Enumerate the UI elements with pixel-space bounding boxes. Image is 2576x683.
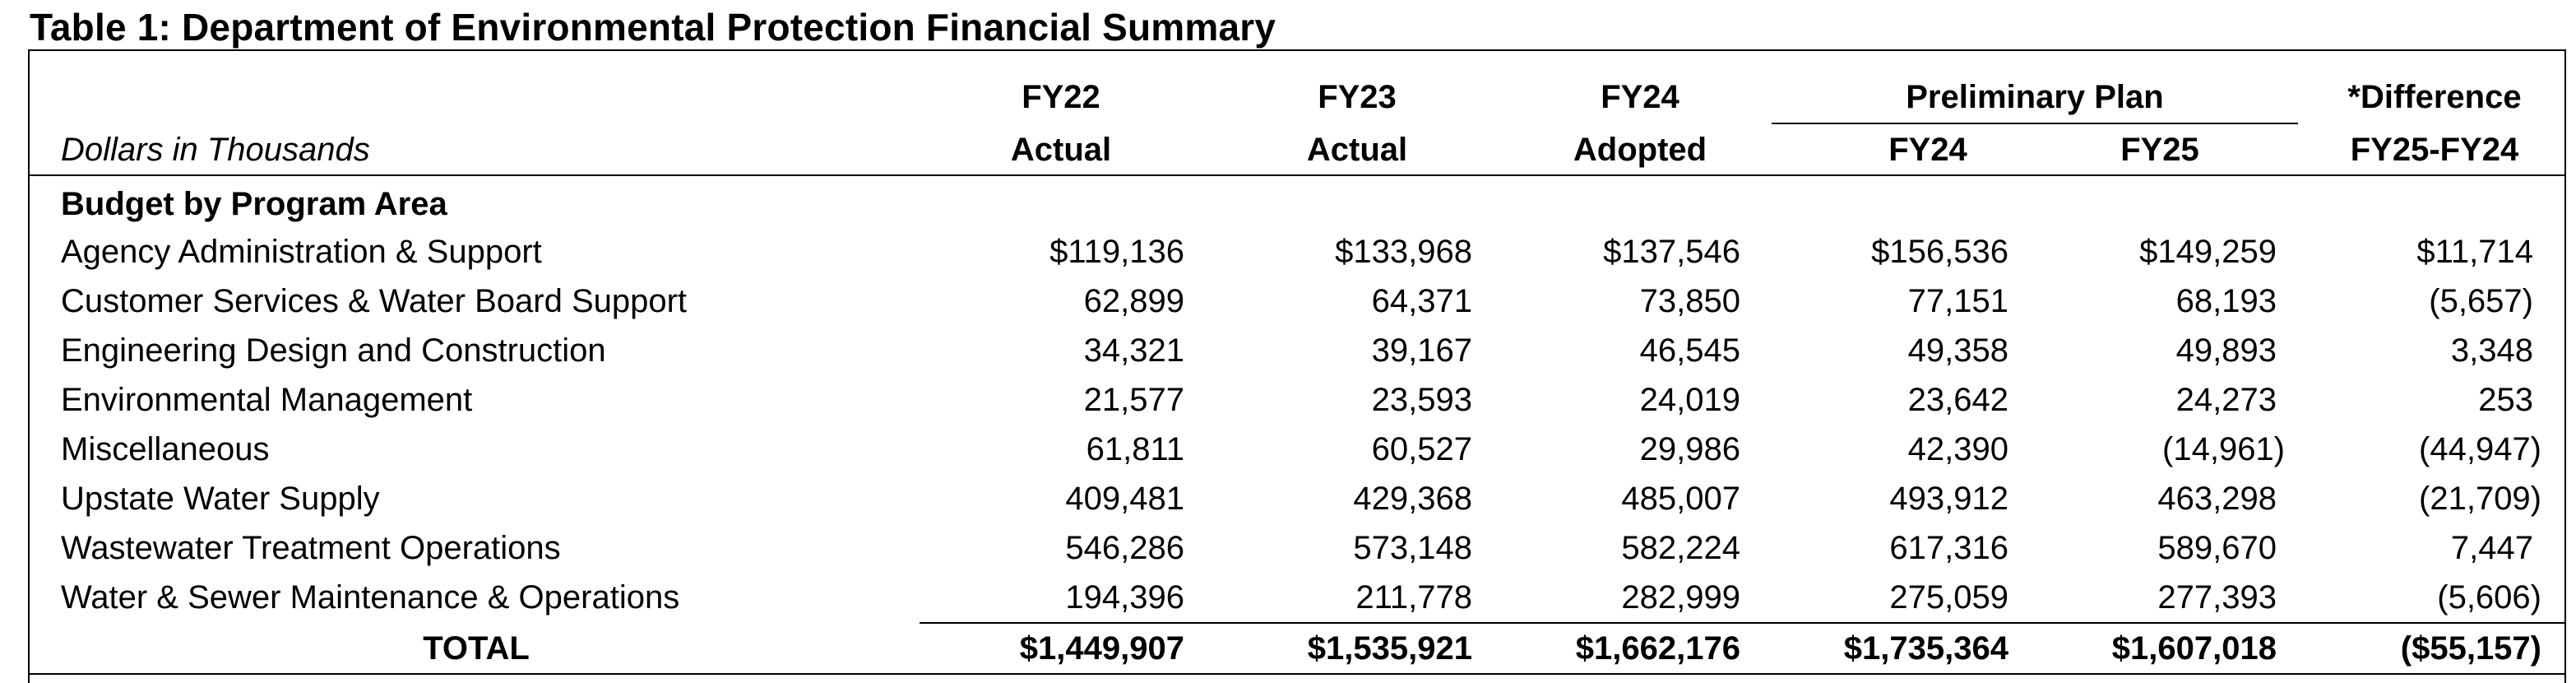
- prelim-fy24-value: 49,358: [1907, 332, 2008, 369]
- header-fy23-type: Actual: [1306, 132, 1408, 168]
- prelim-fy24-value: 23,642: [1907, 382, 2008, 418]
- difference-value: (5,606): [2437, 579, 2541, 616]
- table-row: Agency Administration & Support $119,136…: [0, 227, 2576, 276]
- fy24-adopted-value: 24,019: [1639, 382, 1740, 418]
- fy22-actual-value: 194,396: [1065, 579, 1184, 616]
- difference-value: 7,447: [2450, 530, 2533, 566]
- prelim-fy24-value: 77,151: [1907, 283, 2008, 319]
- fy23-actual-value: 64,371: [1371, 283, 1472, 319]
- total-row: TOTAL $1,449,907 $1,535,921 $1,662,176 $…: [0, 624, 2576, 673]
- fy22-actual-value: 62,899: [1083, 283, 1184, 319]
- fy24-adopted-value: $137,546: [1603, 234, 1740, 270]
- difference-value: 3,348: [2450, 332, 2533, 369]
- table-row: Upstate Water Supply 409,481 429,368 485…: [0, 474, 2576, 523]
- header-difference-title: *Difference: [2347, 79, 2522, 115]
- fy24-adopted-value: 282,999: [1621, 579, 1740, 616]
- total-fy24-adopted: $1,662,176: [1575, 630, 1740, 667]
- fy23-actual-value: 60,527: [1371, 431, 1472, 467]
- total-label: TOTAL: [423, 630, 530, 667]
- header-prelim-fy25: FY25: [2120, 132, 2199, 168]
- difference-value: (21,709): [2419, 481, 2541, 517]
- program-name: Engineering Design and Construction: [61, 332, 606, 369]
- fy22-actual-value: $119,136: [1049, 234, 1184, 270]
- prelim-fy24-value: 617,316: [1889, 530, 2008, 566]
- fy23-actual-value: 429,368: [1353, 481, 1472, 517]
- header-fy23-year: FY23: [1318, 79, 1397, 115]
- header-row-top: FY22 FY23 FY24 Preliminary Plan *Differe…: [0, 72, 2576, 122]
- program-name: Wastewater Treatment Operations: [61, 530, 561, 566]
- table-row: Miscellaneous 61,811 60,527 29,986 42,39…: [0, 425, 2576, 474]
- total-prelim-fy25: $1,607,018: [2111, 630, 2277, 667]
- fy22-actual-value: 409,481: [1065, 481, 1184, 517]
- total-difference: ($55,157): [2400, 630, 2541, 667]
- prelim-fy25-value: 277,393: [2157, 579, 2277, 616]
- program-name: Miscellaneous: [61, 431, 270, 467]
- total-fy23-actual: $1,535,921: [1307, 630, 1472, 667]
- fy24-adopted-value: 46,545: [1639, 332, 1740, 369]
- fy22-actual-value: 61,811: [1086, 431, 1184, 467]
- fy22-actual-value: 21,577: [1083, 382, 1184, 418]
- difference-value: $11,714: [2416, 234, 2533, 270]
- prelim-fy24-value: 493,912: [1889, 481, 2008, 517]
- prelim-fy25-value: $149,259: [2139, 234, 2277, 270]
- fy23-actual-value: 211,778: [1355, 579, 1472, 616]
- table-row: Customer Services & Water Board Support …: [0, 276, 2576, 326]
- program-name: Upstate Water Supply: [61, 481, 380, 517]
- difference-value: (5,657): [2429, 283, 2533, 319]
- table-title: Table 1: Department of Environmental Pro…: [30, 6, 1276, 49]
- section-row: Budget by Program Area: [0, 179, 2576, 229]
- prelim-fy25-value: 24,273: [2175, 382, 2277, 418]
- header-fy24-type: Adopted: [1573, 132, 1707, 168]
- table-row: Environmental Management 21,577 23,593 2…: [0, 375, 2576, 425]
- prelim-fy25-value: 463,298: [2157, 481, 2277, 517]
- program-name: Environmental Management: [61, 382, 473, 418]
- header-rule: [28, 174, 2566, 176]
- difference-value: 253: [2478, 382, 2533, 418]
- header-fy24-year: FY24: [1601, 79, 1679, 115]
- program-name: Water & Sewer Maintenance & Operations: [61, 579, 680, 616]
- prelim-fy25-value: 589,670: [2157, 530, 2277, 566]
- header-row-bottom: Dollars in Thousands Actual Actual Adopt…: [0, 125, 2576, 174]
- fy23-actual-value: 573,148: [1353, 530, 1472, 566]
- fy23-actual-value: 39,167: [1371, 332, 1472, 369]
- units-label: Dollars in Thousands: [61, 132, 370, 168]
- header-preliminary-plan: Preliminary Plan: [1906, 79, 2164, 115]
- table-row: Water & Sewer Maintenance & Operations 1…: [0, 573, 2576, 622]
- preliminary-plan-underline: [1772, 123, 2298, 124]
- fy24-adopted-value: 485,007: [1621, 481, 1740, 517]
- prelim-fy24-value: 275,059: [1889, 579, 2008, 616]
- fy22-actual-value: 546,286: [1065, 530, 1184, 566]
- table-frame: [28, 49, 2566, 683]
- fy24-adopted-value: 73,850: [1639, 283, 1740, 319]
- header-fy22-year: FY22: [1022, 79, 1100, 115]
- prelim-fy24-value: 42,390: [1907, 431, 2008, 467]
- difference-value: (44,947): [2419, 431, 2541, 467]
- fy24-adopted-value: 29,986: [1639, 431, 1740, 467]
- total-fy22-actual: $1,449,907: [1019, 630, 1184, 667]
- header-difference-range: FY25-FY24: [2350, 132, 2519, 168]
- table-row: Wastewater Treatment Operations 546,286 …: [0, 523, 2576, 573]
- bottom-rule: [28, 673, 2566, 675]
- prelim-fy25-value: 68,193: [2175, 283, 2277, 319]
- header-prelim-fy24: FY24: [1888, 132, 1967, 168]
- total-prelim-fy24: $1,735,364: [1843, 630, 2008, 667]
- header-fy22-type: Actual: [1010, 132, 1112, 168]
- section-label: Budget by Program Area: [61, 186, 447, 222]
- prelim-fy25-value: 49,893: [2175, 332, 2277, 369]
- program-name: Agency Administration & Support: [61, 234, 542, 270]
- fy24-adopted-value: 582,224: [1621, 530, 1740, 566]
- fy22-actual-value: 34,321: [1083, 332, 1184, 369]
- total-rule: [920, 622, 2566, 624]
- fy23-actual-value: $133,968: [1335, 234, 1472, 270]
- table-row: Engineering Design and Construction 34,3…: [0, 326, 2576, 375]
- prelim-fy24-value: $156,536: [1871, 234, 2008, 270]
- prelim-fy25-value: (14,961): [2162, 431, 2285, 467]
- fy23-actual-value: 23,593: [1371, 382, 1472, 418]
- program-name: Customer Services & Water Board Support: [61, 283, 688, 319]
